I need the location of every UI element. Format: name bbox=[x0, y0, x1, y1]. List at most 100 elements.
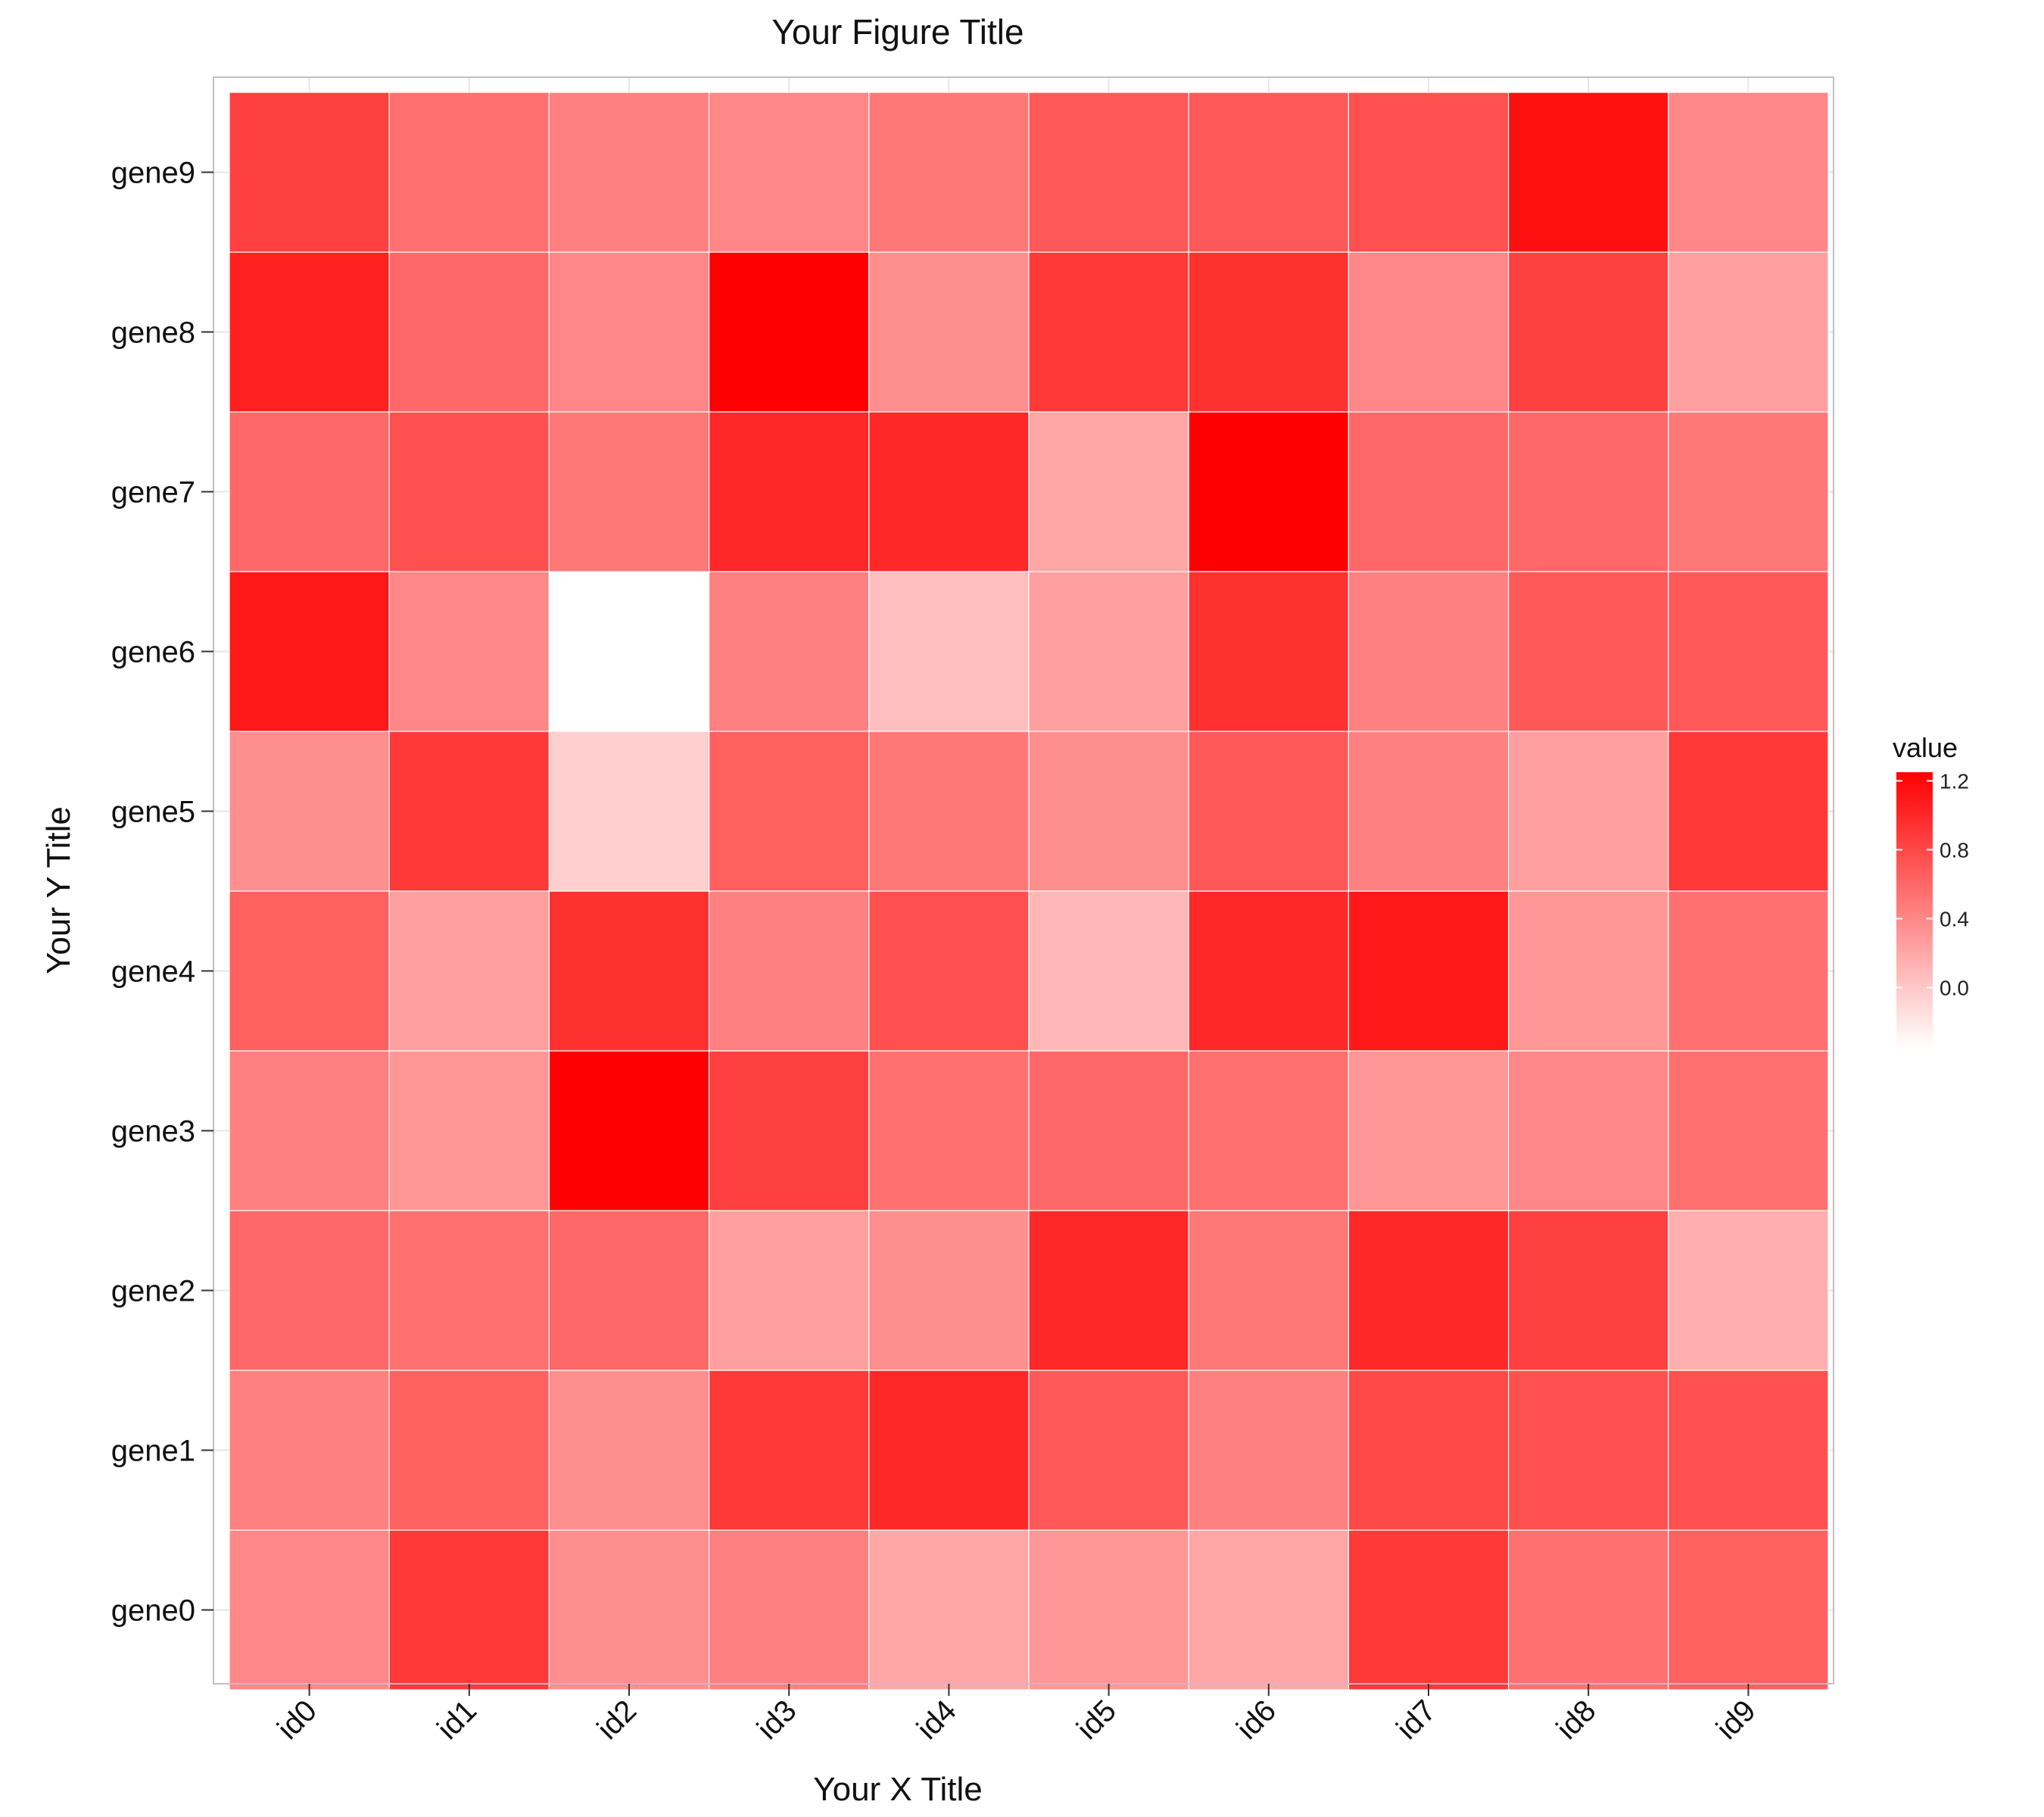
heatmap-cell-gene2-id8 bbox=[1507, 1210, 1669, 1371]
heatmap-cell-gene0-id6 bbox=[1188, 1529, 1349, 1691]
heatmap-cell-gene3-id9 bbox=[1668, 1050, 1829, 1211]
legend-tick-label: 1.2 bbox=[1940, 769, 1969, 793]
heatmap-cell-gene9-id1 bbox=[388, 92, 550, 253]
y-axis-ticks: gene0 gene1 gene2 gene3 gene4 gene5 gene6 gene7… bbox=[111, 157, 213, 1628]
heatmap-cell-gene9-id8 bbox=[1507, 92, 1669, 253]
heatmap-cell-gene3-id7 bbox=[1348, 1050, 1510, 1211]
heatmap-cell-gene2-id7 bbox=[1348, 1210, 1510, 1371]
heatmap-cell-gene0-id7 bbox=[1348, 1529, 1510, 1691]
heatmap-cell-gene2-id6 bbox=[1188, 1210, 1349, 1371]
heatmap-cell-gene0-id5 bbox=[1028, 1529, 1189, 1691]
heatmap-cell-gene4-id9 bbox=[1668, 890, 1829, 1052]
heatmap-cell-gene4-id6 bbox=[1188, 890, 1349, 1052]
y-tick-label-gene5: gene5 bbox=[111, 796, 195, 829]
y-axis-title: Your Y Title bbox=[40, 806, 77, 974]
heatmap-cell-gene9-id6 bbox=[1188, 92, 1349, 253]
heatmap-cell-gene9-id2 bbox=[548, 92, 710, 253]
heatmap-cell-gene4-id5 bbox=[1028, 890, 1189, 1052]
heatmap-cell-gene5-id2 bbox=[548, 731, 710, 892]
heatmap-cell-gene3-id6 bbox=[1188, 1050, 1349, 1211]
legend-tick-label: 0.0 bbox=[1940, 976, 1969, 999]
heatmap-cell-gene9-id3 bbox=[708, 92, 870, 253]
heatmap-tiles bbox=[229, 92, 1829, 1691]
legend-title: value bbox=[1893, 732, 1958, 763]
heatmap-cell-gene8-id7 bbox=[1348, 251, 1510, 413]
heatmap-cell-gene0-id8 bbox=[1507, 1529, 1669, 1691]
heatmap-cell-gene8-id8 bbox=[1507, 251, 1669, 413]
heatmap-cell-gene1-id7 bbox=[1348, 1370, 1510, 1531]
heatmap-cell-gene0-id0 bbox=[229, 1529, 390, 1691]
heatmap-cell-gene8-id9 bbox=[1668, 251, 1829, 413]
heatmap-cell-gene6-id3 bbox=[708, 571, 870, 732]
heatmap-cell-gene6-id4 bbox=[868, 571, 1030, 732]
heatmap-cell-gene9-id4 bbox=[868, 92, 1030, 253]
heatmap-cell-gene7-id3 bbox=[708, 411, 870, 572]
heatmap-cell-gene7-id5 bbox=[1028, 411, 1189, 572]
heatmap-cell-gene5-id9 bbox=[1668, 731, 1829, 892]
heatmap-cell-gene2-id9 bbox=[1668, 1210, 1829, 1371]
heatmap-cell-gene5-id1 bbox=[388, 731, 550, 892]
heatmap-cell-gene1-id0 bbox=[229, 1370, 390, 1531]
heatmap-cell-gene9-id5 bbox=[1028, 92, 1189, 253]
heatmap-cell-gene8-id2 bbox=[548, 251, 710, 413]
heatmap-cell-gene3-id4 bbox=[868, 1050, 1030, 1211]
y-tick-label-gene3: gene3 bbox=[111, 1115, 195, 1148]
heatmap-cell-gene4-id3 bbox=[708, 890, 870, 1052]
y-tick-label-gene9: gene9 bbox=[111, 157, 195, 190]
heatmap-cell-gene6-id2 bbox=[548, 571, 710, 732]
heatmap-cell-gene4-id4 bbox=[868, 890, 1030, 1052]
heatmap-cell-gene6-id6 bbox=[1188, 571, 1349, 732]
heatmap-cell-gene5-id0 bbox=[229, 731, 390, 892]
heatmap-cell-gene9-id7 bbox=[1348, 92, 1510, 253]
heatmap-cell-gene7-id6 bbox=[1188, 411, 1349, 572]
heatmap-cell-gene7-id2 bbox=[548, 411, 710, 572]
x-tick-label-id5: id5 bbox=[1070, 1694, 1123, 1746]
heatmap-cell-gene0-id9 bbox=[1668, 1529, 1829, 1691]
heatmap-cell-gene8-id5 bbox=[1028, 251, 1189, 413]
x-axis-title: Your X Title bbox=[813, 1771, 982, 1808]
heatmap-cell-gene1-id5 bbox=[1028, 1370, 1189, 1531]
heatmap-cell-gene2-id1 bbox=[388, 1210, 550, 1371]
heatmap-cell-gene3-id3 bbox=[708, 1050, 870, 1211]
heatmap-cell-gene5-id4 bbox=[868, 731, 1030, 892]
legend-tick-label: 0.4 bbox=[1940, 907, 1969, 930]
heatmap-cell-gene6-id7 bbox=[1348, 571, 1510, 732]
heatmap-cell-gene6-id1 bbox=[388, 571, 550, 732]
heatmap-cell-gene7-id4 bbox=[868, 411, 1030, 572]
heatmap-cell-gene3-id5 bbox=[1028, 1050, 1189, 1211]
heatmap-cell-gene9-id9 bbox=[1668, 92, 1829, 253]
y-tick-label-gene1: gene1 bbox=[111, 1435, 195, 1468]
heatmap-cell-gene7-id1 bbox=[388, 411, 550, 572]
x-tick-label-id7: id7 bbox=[1390, 1694, 1442, 1746]
heatmap-cell-gene3-id8 bbox=[1507, 1050, 1669, 1211]
panel-border bbox=[213, 76, 1834, 1685]
heatmap-cell-gene1-id9 bbox=[1668, 1370, 1829, 1531]
heatmap-cell-gene5-id3 bbox=[708, 731, 870, 892]
heatmap-cell-gene3-id1 bbox=[388, 1050, 550, 1211]
heatmap-cell-gene8-id3 bbox=[708, 251, 870, 413]
heatmap-cell-gene4-id8 bbox=[1507, 890, 1669, 1052]
heatmap-cell-gene3-id2 bbox=[548, 1050, 710, 1211]
heatmap-cell-gene7-id7 bbox=[1348, 411, 1510, 572]
x-tick-label-id3: id3 bbox=[751, 1694, 803, 1746]
x-tick-label-id1: id1 bbox=[431, 1694, 483, 1746]
y-tick-label-gene4: gene4 bbox=[111, 955, 195, 989]
heatmap-cell-gene2-id4 bbox=[868, 1210, 1030, 1371]
heatmap-cell-gene2-id0 bbox=[229, 1210, 390, 1371]
x-tick-label-id2: id2 bbox=[590, 1694, 643, 1746]
heatmap-cell-gene4-id1 bbox=[388, 890, 550, 1052]
heatmap-cell-gene0-id2 bbox=[548, 1529, 710, 1691]
chart-title: Your Figure Title bbox=[771, 12, 1024, 51]
x-tick-label-id8: id8 bbox=[1550, 1694, 1603, 1746]
heatmap-cell-gene1-id4 bbox=[868, 1370, 1030, 1531]
heatmap-cell-gene6-id8 bbox=[1507, 571, 1669, 732]
heatmap-cell-gene8-id0 bbox=[229, 251, 390, 413]
heatmap-cell-gene7-id8 bbox=[1507, 411, 1669, 572]
heatmap-cell-gene4-id2 bbox=[548, 890, 710, 1052]
heatmap-cell-gene0-id4 bbox=[868, 1529, 1030, 1691]
heatmap-cell-gene8-id4 bbox=[868, 251, 1030, 413]
y-tick-label-gene6: gene6 bbox=[111, 636, 195, 669]
heatmap-cell-gene1-id1 bbox=[388, 1370, 550, 1531]
heatmap-cell-gene4-id0 bbox=[229, 890, 390, 1052]
